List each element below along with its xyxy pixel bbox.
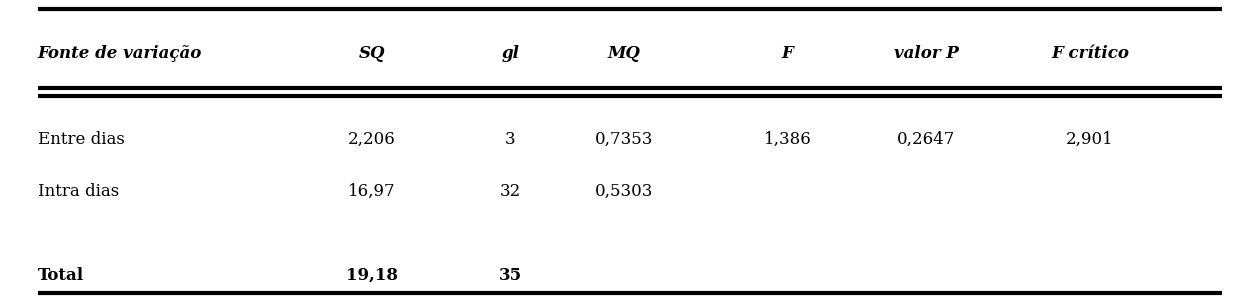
Text: Entre dias: Entre dias bbox=[38, 131, 125, 147]
Text: 32: 32 bbox=[500, 183, 520, 200]
Text: Total: Total bbox=[38, 267, 84, 283]
Text: 16,97: 16,97 bbox=[348, 183, 396, 200]
Text: 2,901: 2,901 bbox=[1066, 131, 1114, 147]
Text: 35: 35 bbox=[499, 267, 522, 283]
Text: 1,386: 1,386 bbox=[764, 131, 811, 147]
Text: SQ: SQ bbox=[358, 45, 386, 62]
Text: gl: gl bbox=[501, 45, 519, 62]
Text: 2,206: 2,206 bbox=[348, 131, 396, 147]
Text: 0,7353: 0,7353 bbox=[595, 131, 653, 147]
Text: MQ: MQ bbox=[607, 45, 640, 62]
Text: 0,5303: 0,5303 bbox=[595, 183, 653, 200]
Text: F: F bbox=[781, 45, 794, 62]
Text: 19,18: 19,18 bbox=[345, 267, 398, 283]
Text: Intra dias: Intra dias bbox=[38, 183, 118, 200]
Text: 3: 3 bbox=[505, 131, 515, 147]
Text: F crítico: F crítico bbox=[1051, 45, 1129, 62]
Text: 0,2647: 0,2647 bbox=[897, 131, 955, 147]
Text: valor P: valor P bbox=[893, 45, 959, 62]
Text: Fonte de variação: Fonte de variação bbox=[38, 45, 202, 62]
